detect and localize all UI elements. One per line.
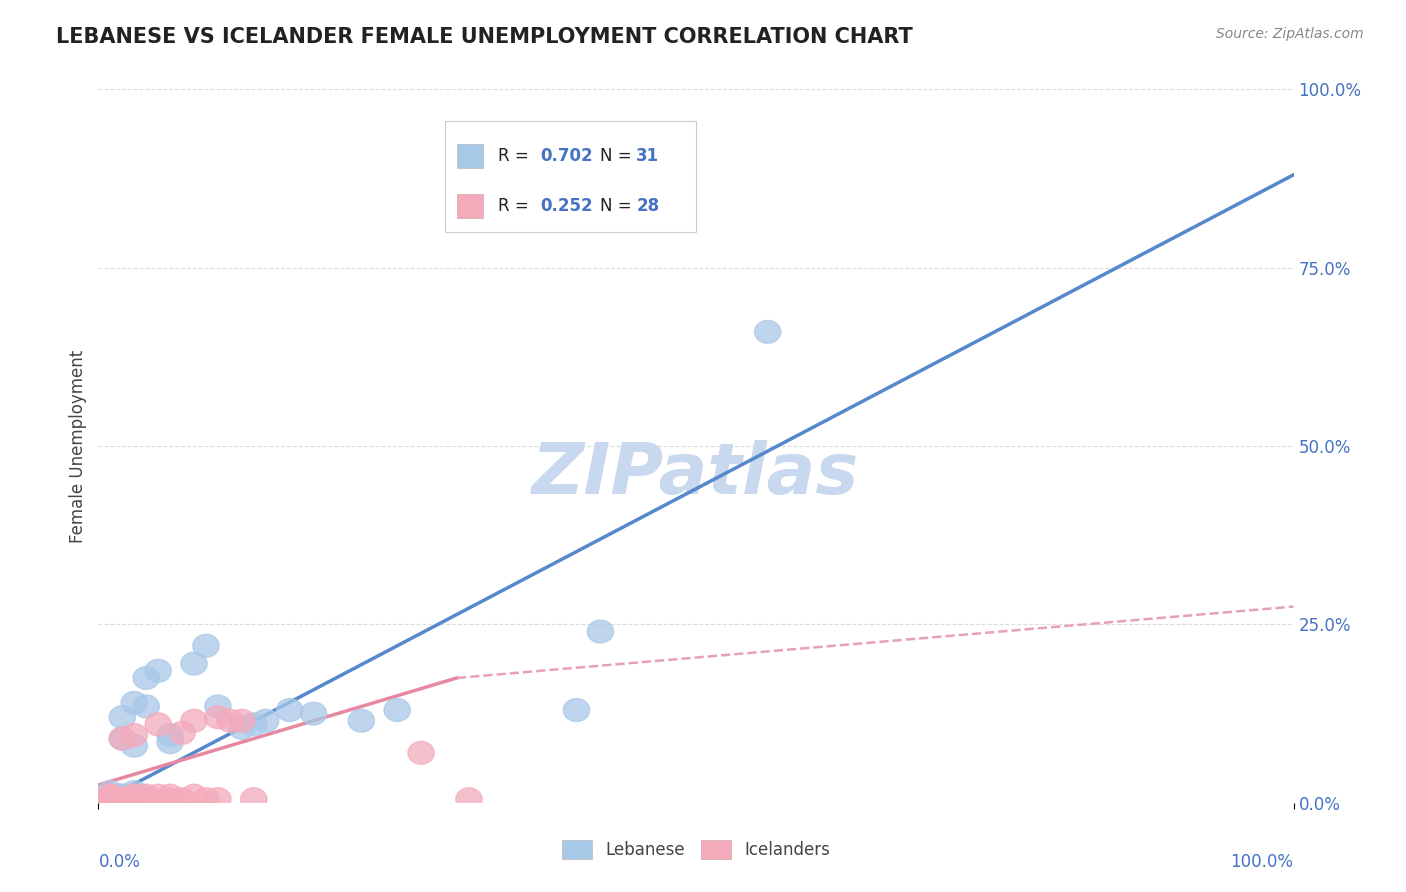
FancyBboxPatch shape <box>457 194 484 218</box>
Ellipse shape <box>97 784 124 807</box>
Ellipse shape <box>193 634 219 657</box>
Ellipse shape <box>134 788 159 811</box>
Ellipse shape <box>157 723 183 747</box>
Ellipse shape <box>408 741 434 764</box>
Ellipse shape <box>229 709 254 732</box>
Ellipse shape <box>110 784 135 807</box>
Ellipse shape <box>169 722 195 744</box>
Ellipse shape <box>134 784 159 807</box>
Ellipse shape <box>301 702 326 725</box>
Text: R =: R = <box>498 147 534 165</box>
Ellipse shape <box>121 734 148 757</box>
Ellipse shape <box>157 788 183 811</box>
Ellipse shape <box>205 695 231 718</box>
Ellipse shape <box>97 784 124 807</box>
Ellipse shape <box>217 709 243 732</box>
Ellipse shape <box>97 788 124 811</box>
Ellipse shape <box>121 784 148 807</box>
Ellipse shape <box>97 784 124 807</box>
Ellipse shape <box>755 320 780 343</box>
FancyBboxPatch shape <box>446 121 696 232</box>
Ellipse shape <box>588 620 613 643</box>
Ellipse shape <box>110 706 135 729</box>
Ellipse shape <box>384 698 411 722</box>
Ellipse shape <box>205 788 231 811</box>
Text: 31: 31 <box>637 147 659 165</box>
Legend: Lebanese, Icelanders: Lebanese, Icelanders <box>555 833 837 866</box>
Ellipse shape <box>193 788 219 811</box>
Ellipse shape <box>110 727 135 750</box>
Y-axis label: Female Unemployment: Female Unemployment <box>69 350 87 542</box>
Ellipse shape <box>110 727 135 750</box>
Ellipse shape <box>349 709 374 732</box>
Text: 0.0%: 0.0% <box>98 853 141 871</box>
Ellipse shape <box>456 788 482 811</box>
FancyBboxPatch shape <box>457 145 484 168</box>
Text: N =: N = <box>600 147 637 165</box>
Ellipse shape <box>169 788 195 811</box>
Ellipse shape <box>181 709 207 732</box>
Ellipse shape <box>277 698 302 722</box>
Ellipse shape <box>181 652 207 675</box>
Ellipse shape <box>110 788 135 811</box>
Ellipse shape <box>240 788 267 811</box>
Text: 0.702: 0.702 <box>541 147 593 165</box>
Ellipse shape <box>229 716 254 739</box>
Ellipse shape <box>121 723 148 747</box>
Text: N =: N = <box>600 197 637 215</box>
Text: Source: ZipAtlas.com: Source: ZipAtlas.com <box>1216 27 1364 41</box>
Ellipse shape <box>145 713 172 736</box>
Ellipse shape <box>564 698 589 722</box>
Ellipse shape <box>134 666 159 690</box>
Text: 100.0%: 100.0% <box>1230 853 1294 871</box>
Ellipse shape <box>240 713 267 736</box>
Ellipse shape <box>121 784 148 807</box>
Ellipse shape <box>157 784 183 807</box>
Ellipse shape <box>110 788 135 811</box>
Ellipse shape <box>97 788 124 811</box>
Text: 0.252: 0.252 <box>541 197 593 215</box>
Ellipse shape <box>205 706 231 729</box>
Ellipse shape <box>110 784 135 807</box>
Ellipse shape <box>97 784 124 807</box>
Ellipse shape <box>97 780 124 804</box>
Text: R =: R = <box>498 197 534 215</box>
Ellipse shape <box>121 784 148 807</box>
Ellipse shape <box>97 784 124 807</box>
Ellipse shape <box>134 695 159 718</box>
Ellipse shape <box>253 709 278 732</box>
Ellipse shape <box>121 691 148 714</box>
Ellipse shape <box>110 788 135 811</box>
Ellipse shape <box>181 784 207 807</box>
Text: 28: 28 <box>637 197 659 215</box>
Ellipse shape <box>145 659 172 682</box>
Ellipse shape <box>157 731 183 754</box>
Ellipse shape <box>121 780 148 804</box>
Text: LEBANESE VS ICELANDER FEMALE UNEMPLOYMENT CORRELATION CHART: LEBANESE VS ICELANDER FEMALE UNEMPLOYMEN… <box>56 27 912 46</box>
Text: ZIPatlas: ZIPatlas <box>533 440 859 509</box>
Ellipse shape <box>145 784 172 807</box>
